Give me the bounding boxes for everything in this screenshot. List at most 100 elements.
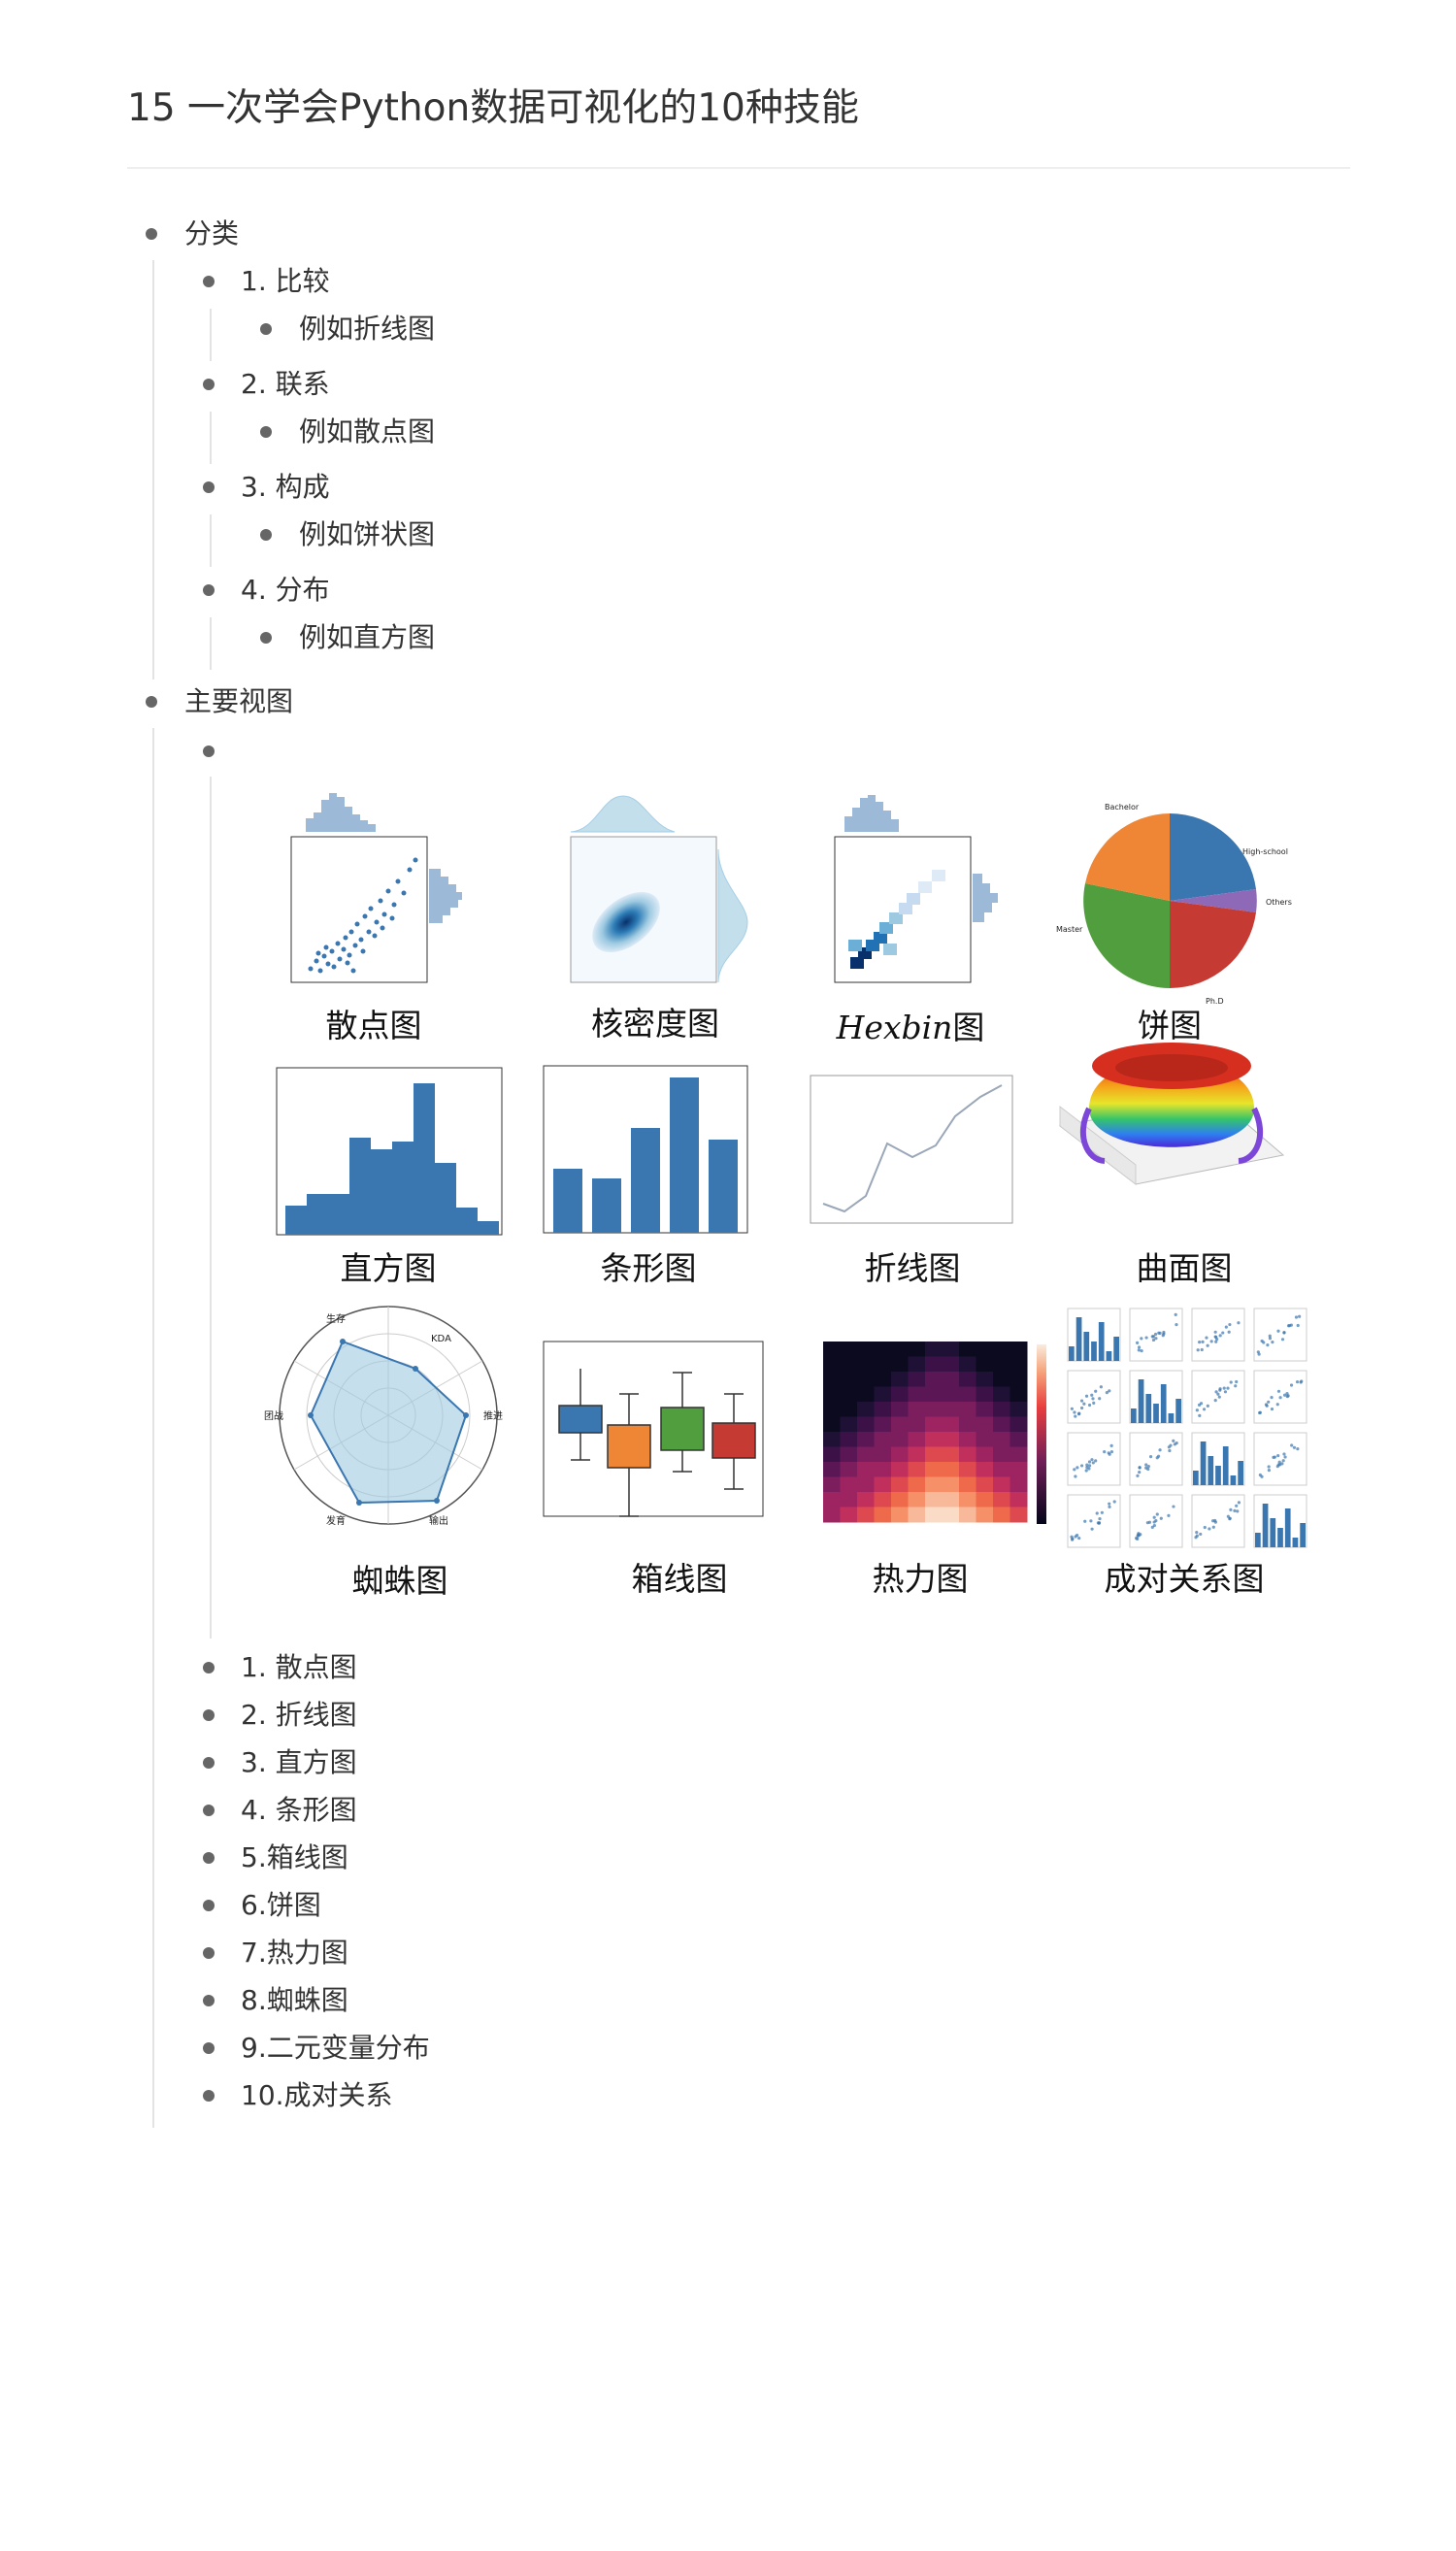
pairplot-point xyxy=(1267,1469,1272,1473)
bullet-category-composition xyxy=(203,481,215,493)
pairplot-point xyxy=(1098,1516,1102,1521)
heatmap-cell xyxy=(925,1386,943,1403)
hexbin-thumbnail xyxy=(834,795,998,983)
heatmap-cell xyxy=(908,1416,926,1433)
surface-thumbnail xyxy=(1058,1043,1285,1186)
section-main-views-label: 主要视图 xyxy=(184,685,294,717)
heatmap-cell xyxy=(840,1372,858,1387)
heatmap-cell xyxy=(959,1356,976,1373)
pairplot-point xyxy=(1172,1439,1175,1442)
bullet-section-main-views xyxy=(146,696,157,708)
pairplot-point xyxy=(1214,1335,1218,1340)
label-heatmap: 热力图 xyxy=(872,1560,969,1598)
heatmap-cell xyxy=(993,1476,1010,1493)
category-compare-example: 例如折线图 xyxy=(299,313,436,345)
category-compare-label: 1. 比较 xyxy=(241,265,330,297)
heatmap-cell xyxy=(908,1402,926,1417)
heatmap-cell xyxy=(823,1402,841,1417)
pairplot-point xyxy=(1295,1380,1300,1384)
pairplot-point xyxy=(1084,1394,1089,1398)
heatmap-cell xyxy=(976,1372,994,1387)
pairplot-point xyxy=(1109,1443,1113,1447)
heatmap-cell xyxy=(993,1416,1010,1433)
category-composition-example: 例如饼状图 xyxy=(299,518,436,550)
pairplot-point xyxy=(1229,1380,1233,1384)
heatmap-cell xyxy=(959,1476,976,1493)
heatmap-cell xyxy=(942,1446,960,1463)
bar-thumbnail xyxy=(543,1065,748,1234)
heatmap-cell xyxy=(891,1446,909,1463)
heatmap-cell xyxy=(823,1386,841,1403)
view-item-label: 1. 散点图 xyxy=(241,1651,357,1683)
pie-thumbnail: Bachelor High-school Others Ph.D Master xyxy=(1056,803,1292,1006)
label-hexbin: Hexbin图 xyxy=(794,1002,1027,1048)
category-relation-example: 例如散点图 xyxy=(299,415,436,447)
pairplot-point xyxy=(1151,1338,1156,1342)
bullet-view-item xyxy=(203,2042,215,2054)
heatmap-cell xyxy=(1009,1386,1028,1403)
pairplot-hist-bar xyxy=(1106,1351,1112,1361)
pairplot-point xyxy=(1168,1448,1172,1453)
label-line: 折线图 xyxy=(864,1249,961,1287)
label-radar: 蜘蛛图 xyxy=(351,1562,448,1600)
pairplot-point xyxy=(1150,1525,1154,1529)
pairplot-point xyxy=(1294,1315,1299,1319)
pairplot-hist-bar xyxy=(1091,1342,1097,1361)
pairplot-point xyxy=(1296,1447,1300,1451)
pairplot-point xyxy=(1070,1407,1074,1410)
pairplot-point xyxy=(1137,1348,1141,1352)
heatmap-cell xyxy=(891,1386,909,1403)
pairplot-point xyxy=(1155,1456,1159,1460)
heatmap-cell xyxy=(993,1432,1010,1447)
pairplot-point xyxy=(1159,1516,1163,1520)
heatmap-cell xyxy=(874,1432,892,1447)
heatmap-cell xyxy=(840,1416,858,1433)
heatmap-cell xyxy=(959,1492,976,1507)
heatmap-cell xyxy=(1009,1356,1028,1373)
heatmap-cell xyxy=(993,1386,1010,1403)
pairplot-point xyxy=(1075,1533,1079,1538)
heatmap-cell xyxy=(976,1432,994,1447)
heatmap-cell xyxy=(857,1372,875,1387)
heatmap-cell xyxy=(1009,1492,1028,1507)
heatmap-cell xyxy=(908,1386,926,1403)
heatmap-cell xyxy=(874,1476,892,1493)
pairplot-point xyxy=(1091,1461,1095,1465)
view-item-label: 8.蜘蛛图 xyxy=(241,1984,348,2016)
pairplot-point xyxy=(1282,1393,1287,1397)
heatmap-cell xyxy=(874,1356,892,1373)
label-histogram: 直方图 xyxy=(340,1249,437,1287)
label-boxplot: 箱线图 xyxy=(631,1560,728,1598)
heatmap-cells xyxy=(823,1342,1028,1523)
heatmap-cell xyxy=(1009,1432,1028,1447)
heatmap-cell xyxy=(874,1492,892,1507)
pairplot-point xyxy=(1222,1386,1226,1390)
heatmap-cell xyxy=(993,1402,1010,1417)
pairplot-point xyxy=(1211,1525,1215,1529)
line-thumbnail xyxy=(810,1075,1013,1224)
category-distribution-label: 4. 分布 xyxy=(241,574,330,606)
pairplot-hist-bar xyxy=(1138,1379,1144,1423)
pairplot-hist-bar xyxy=(1222,1446,1229,1485)
pairplot-point xyxy=(1267,1400,1271,1404)
heatmap-cell xyxy=(1009,1446,1028,1463)
pairplot-point xyxy=(1282,1331,1286,1335)
pairplot-point xyxy=(1174,1312,1177,1316)
pairplot-point xyxy=(1073,1468,1076,1472)
heatmap-cell xyxy=(908,1356,926,1373)
pairplot-point xyxy=(1195,1408,1199,1412)
pairplot-point xyxy=(1198,1341,1202,1344)
heatmap-cell xyxy=(840,1462,858,1477)
heatmap-cell xyxy=(857,1492,875,1507)
heatmap-cell xyxy=(840,1356,858,1373)
heatmap-cell xyxy=(993,1342,1010,1357)
category-composition-label: 3. 构成 xyxy=(241,471,330,503)
pairplot-point xyxy=(1205,1336,1208,1340)
pairplot-point xyxy=(1296,1323,1300,1328)
heatmap-cell xyxy=(959,1462,976,1477)
pairplot-point xyxy=(1075,1466,1079,1470)
heatmap-cell xyxy=(976,1402,994,1417)
pairplot-hist-bar xyxy=(1160,1384,1167,1423)
heatmap-cell xyxy=(891,1416,909,1433)
pairplot-point xyxy=(1262,1341,1266,1344)
